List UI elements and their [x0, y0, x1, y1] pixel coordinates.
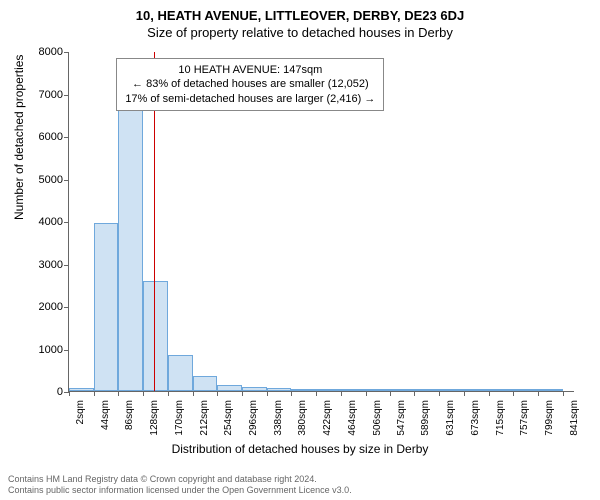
x-tick-mark [69, 391, 70, 396]
y-tick-mark [64, 180, 69, 181]
histogram-bar [538, 389, 563, 391]
y-axis-label: Number of detached properties [12, 55, 26, 220]
x-tick-mark [242, 391, 243, 396]
x-tick-label: 254sqm [221, 400, 234, 436]
x-tick-mark [168, 391, 169, 396]
histogram-bar [489, 389, 514, 391]
x-tick-mark [563, 391, 564, 396]
x-tick-mark [193, 391, 194, 396]
y-tick-mark [64, 350, 69, 351]
x-tick-label: 631sqm [443, 400, 456, 436]
x-tick-mark [439, 391, 440, 396]
y-tick-mark [64, 222, 69, 223]
histogram-bar [69, 388, 94, 391]
footer-line-1: Contains HM Land Registry data © Crown c… [8, 474, 592, 485]
histogram-bar [143, 281, 168, 392]
x-tick-mark [217, 391, 218, 396]
chart-area: 0100020003000400050006000700080002sqm44s… [68, 52, 574, 392]
x-tick-label: 506sqm [370, 400, 383, 436]
x-tick-label: 757sqm [517, 400, 530, 436]
x-tick-label: 799sqm [542, 400, 555, 436]
annotation-line1: 10 HEATH AVENUE: 147sqm [125, 63, 375, 77]
histogram-bar [118, 108, 143, 391]
x-tick-mark [267, 391, 268, 396]
x-tick-label: 589sqm [418, 400, 431, 436]
x-tick-mark [341, 391, 342, 396]
x-tick-label: 547sqm [394, 400, 407, 436]
x-tick-mark [414, 391, 415, 396]
histogram-bar [94, 223, 119, 391]
x-tick-label: 2sqm [73, 400, 86, 424]
y-tick-mark [64, 137, 69, 138]
y-tick-mark [64, 307, 69, 308]
x-tick-label: 715sqm [493, 400, 506, 436]
histogram-bar [464, 389, 489, 391]
x-tick-label: 673sqm [468, 400, 481, 436]
x-tick-label: 44sqm [98, 400, 111, 430]
x-tick-mark [291, 391, 292, 396]
y-tick-mark [64, 95, 69, 96]
histogram-bar [390, 389, 415, 391]
histogram-bar [291, 389, 316, 391]
x-tick-label: 464sqm [345, 400, 358, 436]
histogram-bar [439, 389, 464, 391]
x-tick-mark [118, 391, 119, 396]
x-tick-mark [489, 391, 490, 396]
footer-line-2: Contains public sector information licen… [8, 485, 592, 496]
annotation-box: 10 HEATH AVENUE: 147sqm← 83% of detached… [116, 58, 384, 111]
histogram-bar [217, 385, 242, 391]
annotation-line2: ← 83% of detached houses are smaller (12… [125, 77, 375, 91]
histogram-bar [414, 389, 439, 391]
x-tick-label: 338sqm [271, 400, 284, 436]
page-title: 10, HEATH AVENUE, LITTLEOVER, DERBY, DE2… [0, 0, 600, 23]
histogram-bar [193, 376, 218, 391]
footer-attribution: Contains HM Land Registry data © Crown c… [8, 474, 592, 496]
x-tick-label: 170sqm [172, 400, 185, 436]
histogram-bar [316, 389, 341, 391]
annotation-line3: 17% of semi-detached houses are larger (… [125, 92, 375, 106]
x-tick-label: 296sqm [246, 400, 259, 436]
histogram-bar [366, 389, 390, 391]
histogram-bar [341, 389, 366, 391]
x-tick-label: 212sqm [197, 400, 210, 436]
x-tick-mark [538, 391, 539, 396]
x-tick-mark [143, 391, 144, 396]
x-tick-label: 841sqm [567, 400, 580, 436]
x-tick-mark [390, 391, 391, 396]
y-tick-mark [64, 265, 69, 266]
x-tick-label: 86sqm [122, 400, 135, 430]
x-tick-mark [316, 391, 317, 396]
x-tick-mark [464, 391, 465, 396]
x-tick-mark [513, 391, 514, 396]
histogram-bar [242, 387, 267, 391]
x-tick-mark [366, 391, 367, 396]
x-tick-label: 422sqm [320, 400, 333, 436]
x-tick-label: 380sqm [295, 400, 308, 436]
plot-region: 0100020003000400050006000700080002sqm44s… [68, 52, 574, 392]
x-tick-mark [94, 391, 95, 396]
page-subtitle: Size of property relative to detached ho… [0, 23, 600, 40]
histogram-bar [267, 388, 292, 391]
y-tick-mark [64, 52, 69, 53]
histogram-bar [513, 389, 538, 391]
x-tick-label: 128sqm [147, 400, 160, 436]
x-axis-label: Distribution of detached houses by size … [0, 442, 600, 456]
histogram-bar [168, 355, 193, 391]
